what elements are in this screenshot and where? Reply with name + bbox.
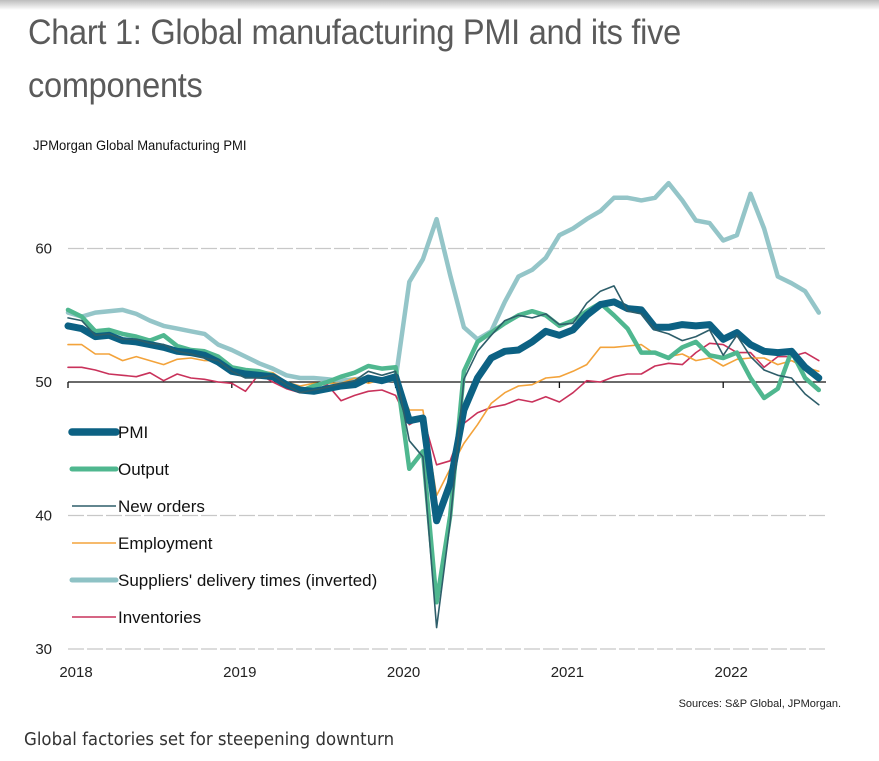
legend-item-pmi: PMI	[68, 423, 148, 442]
legend-item-output: Output	[69, 460, 169, 479]
legend-item-suppliers-delivery-times-inverted: Suppliers' delivery times (inverted)	[69, 571, 377, 590]
x-tick-label: 2019	[223, 664, 256, 681]
top-shadow	[0, 0, 879, 10]
series-line-new-orders	[67, 285, 820, 629]
series-line-inventories	[67, 342, 820, 466]
chart-subtitle: JPMorgan Global Manufacturing PMI	[33, 137, 247, 153]
series-layer	[64, 180, 823, 629]
legend-label: Employment	[118, 534, 213, 553]
legend-item-new-orders: New orders	[72, 497, 205, 516]
axis-layer: 30 40 50 60 2018 2019 2020 2021 2022	[35, 241, 826, 681]
y-tick-label: 40	[35, 508, 52, 525]
y-tick-label: 50	[35, 374, 52, 391]
legend-label: Suppliers' delivery times (inverted)	[118, 571, 377, 590]
series-line-suppliers-delivery-times-inverted	[65, 180, 822, 383]
x-tick-label: 2022	[715, 664, 748, 681]
page-title: Chart 1: Global manufacturing PMI and it…	[28, 13, 681, 105]
chart-caption: Global factories set for steepening down…	[24, 729, 395, 750]
legend: PMI Output New orders Employment Suppliers' …	[68, 423, 377, 627]
legend-label: Inventories	[118, 608, 201, 627]
legend-label: New orders	[118, 497, 205, 516]
legend-label: Output	[118, 460, 169, 479]
legend-label: PMI	[118, 423, 148, 442]
y-tick-label: 30	[35, 641, 52, 658]
series-line-output	[65, 300, 822, 605]
grid-layer	[68, 247, 826, 650]
x-tick-label: 2018	[59, 664, 92, 681]
y-tick-label: 60	[35, 241, 52, 258]
series-line-employment	[67, 343, 820, 497]
x-tick-label: 2021	[551, 664, 584, 681]
legend-item-employment: Employment	[72, 534, 213, 553]
legend-item-inventories: Inventories	[72, 608, 201, 627]
series-line-pmi	[64, 298, 823, 525]
source-note: Sources: S&P Global, JPMorgan.	[678, 698, 841, 710]
x-tick-label: 2020	[387, 664, 420, 681]
